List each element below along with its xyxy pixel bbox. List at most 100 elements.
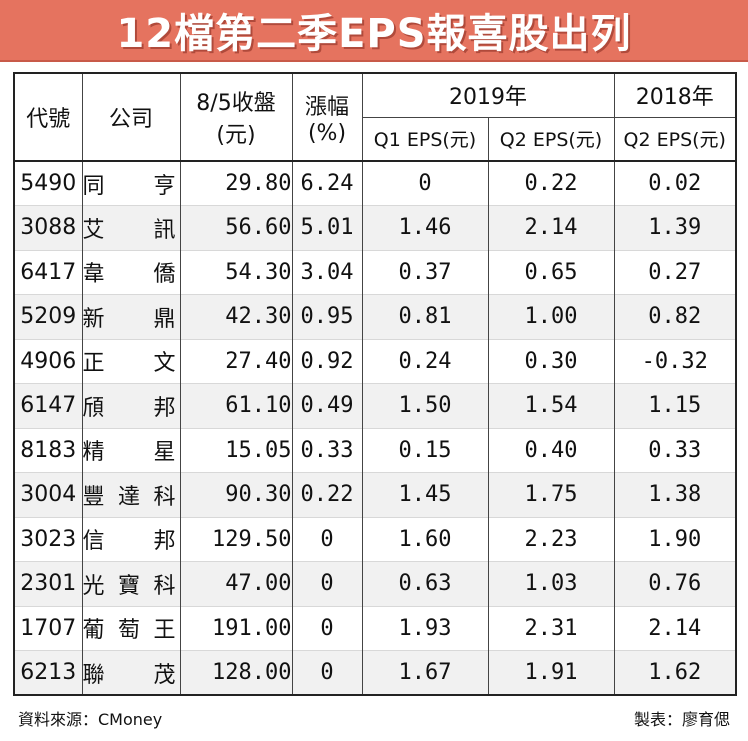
cell-q1-eps-2019: 1.45 — [362, 472, 489, 517]
cell-close-price: 29.80 — [180, 161, 293, 206]
cell-company: 葡萄王 — [82, 606, 181, 651]
cell-q2-eps-2018: 1.39 — [648, 215, 702, 241]
header-change: 漲幅 (%) — [292, 73, 363, 161]
cell-change-pct: 0 — [292, 561, 363, 606]
table-row: 6147 頎邦 61.10 0.49 1.50 1.54 1.15 — [14, 383, 736, 428]
cell-q2-eps-2018: 0.27 — [648, 259, 702, 285]
cell-q2-eps-2018: 1.38 — [648, 482, 702, 508]
cell-code: 6213 — [14, 650, 83, 695]
cell-q1-eps-2019: 0.15 — [362, 428, 489, 473]
cell-company: 豐達科 — [82, 472, 181, 517]
cell-q2-eps-2018: 0.82 — [648, 304, 702, 330]
header-year-2018: 2018年 — [614, 73, 736, 118]
cell-change-pct: 6.24 — [292, 161, 363, 206]
cell-q2-eps-2019: 1.91 — [488, 650, 615, 695]
header-code: 代號 — [14, 73, 83, 161]
cell-code: 6417 — [14, 250, 83, 295]
cell-code: 5490 — [14, 161, 83, 206]
table-row: 8183 精星 15.05 0.33 0.15 0.40 0.33 — [14, 428, 736, 473]
header-change-line1: 漲幅 — [304, 94, 349, 120]
header-price-line2: (元) — [216, 123, 256, 148]
cell-close-price: 15.05 — [180, 428, 293, 473]
cell-q2-eps-2019: 0.65 — [488, 250, 615, 295]
cell-q1-eps-2019: 1.93 — [362, 606, 489, 651]
cell-q2-eps-2018: 2.14 — [648, 615, 702, 641]
cell-q2-eps-2019: 1.03 — [488, 561, 615, 606]
cell-code: 2301 — [14, 561, 83, 606]
cell-code: 3004 — [14, 472, 83, 517]
cell-change-pct: 0.49 — [292, 383, 363, 428]
cell-company: 正文 — [82, 339, 181, 384]
cell-company: 光寶科 — [82, 561, 181, 606]
cell-code: 8183 — [14, 428, 83, 473]
cell-change-pct: 5.01 — [292, 205, 363, 250]
cell-code: 4906 — [14, 339, 83, 384]
cell-company: 聯茂 — [82, 650, 181, 695]
cell-company: 信邦 — [82, 517, 181, 562]
cell-close-price: 191.00 — [180, 606, 293, 651]
header-price: 8/5收盤 (元) — [180, 73, 293, 161]
cell-company: 新鼎 — [82, 294, 181, 339]
cell-close-price: 56.60 — [180, 205, 293, 250]
table-row: 3004 豐達科 90.30 0.22 1.45 1.75 1.38 — [14, 472, 736, 517]
cell-q2-eps-2019: 1.54 — [488, 383, 615, 428]
cell-q2-eps-2018: 1.62 — [648, 660, 702, 685]
table-row: 4906 正文 27.40 0.92 0.24 0.30 -0.32 — [14, 339, 736, 384]
cell-q1-eps-2019: 0.63 — [362, 561, 489, 606]
cell-q2-eps-2019: 2.14 — [488, 205, 615, 250]
header-q2-eps-2019: Q2 EPS(元) — [488, 117, 615, 161]
cell-close-price: 128.00 — [180, 650, 293, 695]
cell-q2-eps-2018: 1.15 — [648, 393, 702, 419]
cell-change-pct: 0.22 — [292, 472, 363, 517]
cell-q2-eps-2019: 0.40 — [488, 428, 615, 473]
cell-q2-eps-2018: 0.76 — [648, 571, 702, 597]
cell-q1-eps-2019: 1.46 — [362, 205, 489, 250]
cell-company: 精星 — [82, 428, 181, 473]
cell-code: 3023 — [14, 517, 83, 562]
cell-q1-eps-2019: 0.24 — [362, 339, 489, 384]
cell-q2-eps-2019: 1.75 — [488, 472, 615, 517]
cell-change-pct: 0.92 — [292, 339, 363, 384]
header-company: 公司 — [82, 73, 181, 161]
cell-q2-eps-2019: 2.23 — [488, 517, 615, 562]
table-row: 6213 聯茂 128.00 0 1.67 1.91 1.62 — [14, 650, 736, 695]
table-row: 3088 艾訊 56.60 5.01 1.46 2.14 1.39 — [14, 205, 736, 250]
cell-code: 5209 — [14, 294, 83, 339]
cell-q2-eps-2018: 0.33 — [648, 437, 702, 463]
header-change-line2: (%) — [307, 120, 347, 146]
table-row: 5490 同亨 29.80 6.24 0 0.22 0.02 — [14, 161, 736, 206]
cell-change-pct: 0.33 — [292, 428, 363, 473]
cell-q1-eps-2019: 0 — [362, 161, 489, 206]
cell-q2-eps-2019: 1.00 — [488, 294, 615, 339]
cell-company: 頎邦 — [82, 383, 181, 428]
cell-q1-eps-2019: 1.50 — [362, 383, 489, 428]
cell-q1-eps-2019: 1.67 — [362, 650, 489, 695]
table-body: 5490 同亨 29.80 6.24 0 0.22 0.02 3088 艾訊 56.60 5.01 1… — [14, 161, 736, 695]
cell-q1-eps-2019: 0.81 — [362, 294, 489, 339]
cell-close-price: 47.00 — [180, 561, 293, 606]
cell-company: 艾訊 — [82, 205, 181, 250]
header-price-line1: 8/5收盤 — [196, 91, 276, 116]
page-title: 12檔第二季EPS報喜股出列 — [116, 11, 632, 57]
cell-company: 韋僑 — [82, 250, 181, 295]
title-banner: 12檔第二季EPS報喜股出列 — [0, 0, 748, 62]
cell-close-price: 129.50 — [180, 517, 293, 562]
cell-change-pct: 0 — [292, 606, 363, 651]
cell-change-pct: 0 — [292, 517, 363, 562]
cell-code: 6147 — [14, 383, 83, 428]
footer: 資料來源：CMoney 製表：廖育偲 — [18, 704, 730, 732]
table-row: 3023 信邦 129.50 0 1.60 2.23 1.90 — [14, 517, 736, 562]
cell-q2-eps-2018: 0.02 — [648, 171, 702, 196]
cell-q2-eps-2018: 1.90 — [648, 526, 702, 552]
cell-change-pct: 0.95 — [292, 294, 363, 339]
eps-table: 代號 公司 8/5收盤 (元) 漲幅 (%) 2019年 2018年 Q1 EP… — [13, 72, 737, 696]
cell-close-price: 42.30 — [180, 294, 293, 339]
header-year-2019: 2019年 — [362, 73, 615, 118]
cell-q1-eps-2019: 1.60 — [362, 517, 489, 562]
cell-close-price: 27.40 — [180, 339, 293, 384]
cell-company: 同亨 — [82, 161, 181, 206]
table-row: 1707 葡萄王 191.00 0 1.93 2.31 2.14 — [14, 606, 736, 651]
cell-close-price: 54.30 — [180, 250, 293, 295]
cell-close-price: 61.10 — [180, 383, 293, 428]
cell-q2-eps-2018: -0.32 — [641, 348, 708, 374]
